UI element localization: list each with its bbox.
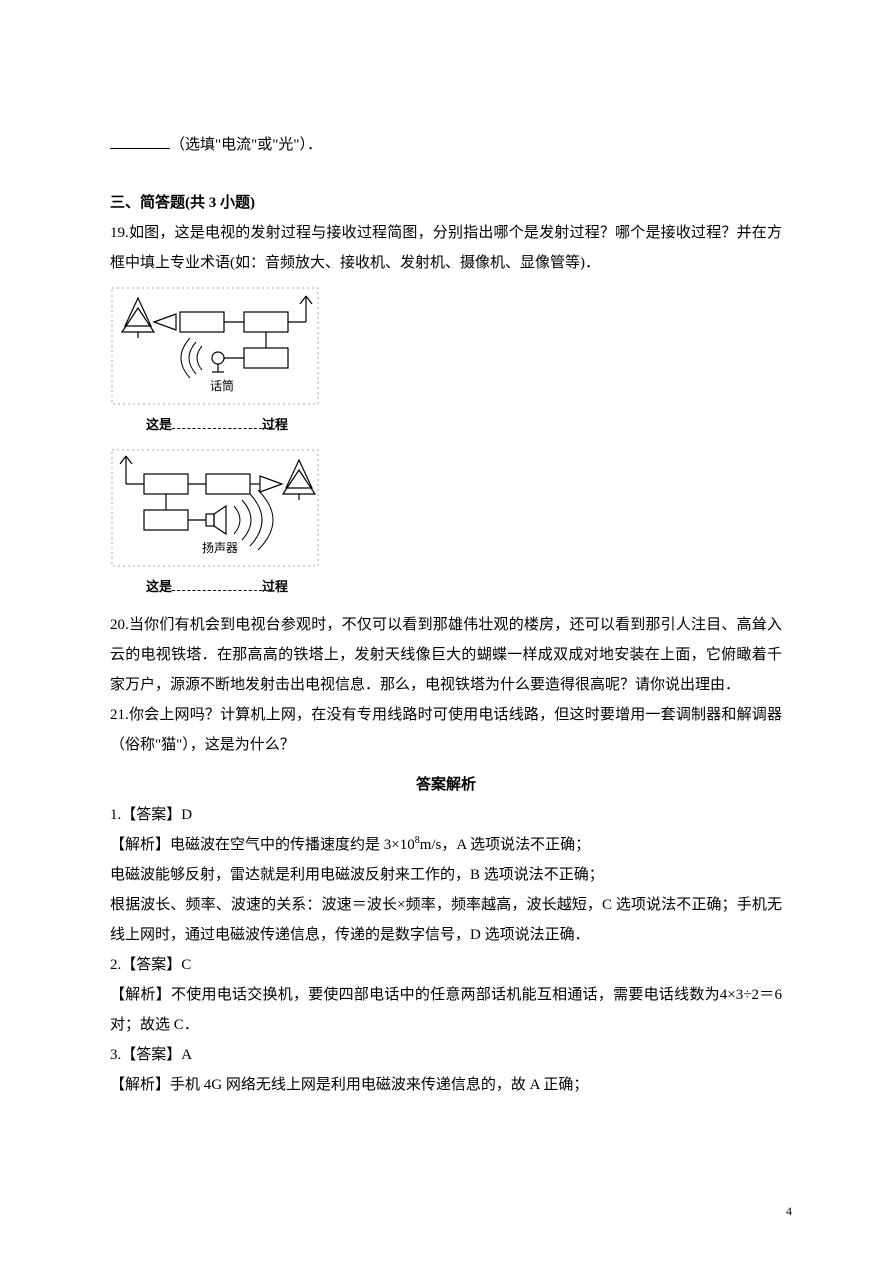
- answer-3-head: 3.【答案】A: [110, 1040, 782, 1070]
- cap2-blank[interactable]: [172, 578, 262, 591]
- transmit-svg: 话筒: [110, 286, 320, 406]
- answer-1-head: 1.【答案】D: [110, 800, 782, 830]
- answer-1-line3: 根据波长、频率、波速的关系：波速＝波长×频率，频率越高，波长越短，C 选项说法不…: [110, 890, 782, 950]
- cap2-pre: 这是: [146, 579, 172, 594]
- mic-label: 话筒: [210, 378, 234, 393]
- diagram1-caption: 这是 过程: [110, 412, 782, 438]
- continuation-line: （选填"电流"或"光"）．: [110, 130, 782, 160]
- cap1-blank[interactable]: [172, 416, 262, 429]
- document-page: （选填"电流"或"光"）． 三、简答题(共 3 小题) 19.如图，这是电视的发…: [0, 0, 892, 1263]
- question-21: 21.你会上网吗？计算机上网，在没有专用线路时可使用电话线路，但这时要增用一套调…: [110, 700, 782, 760]
- diagram2-caption: 这是 过程: [110, 574, 782, 600]
- cap1-pre: 这是: [146, 417, 172, 432]
- answers-title: 答案解析: [110, 770, 782, 800]
- question-20: 20.当你们有机会到电视台参观时，不仅可以看到那雄伟壮观的楼房，还可以看到那引人…: [110, 610, 782, 700]
- fill-blank[interactable]: [110, 133, 170, 149]
- diagram-transmit: 话筒: [110, 286, 320, 406]
- answer-3-line1: 【解析】手机 4G 网络无线上网是利用电磁波来传递信息的，故 A 正确；: [110, 1070, 782, 1100]
- answer-1-line2: 电磁波能够反射，雷达就是利用电磁波反射来工作的，B 选项说法不正确；: [110, 860, 782, 890]
- speaker-label: 扬声器: [202, 540, 238, 555]
- page-number: 4: [786, 1199, 792, 1223]
- answer-2-line1: 【解析】不使用电话交换机，要使四部电话中的任意两部话机能互相通话，需要电话线数为…: [110, 980, 782, 1040]
- cap1-post: 过程: [262, 417, 288, 432]
- answer-2-head: 2.【答案】C: [110, 950, 782, 980]
- diagram-receive: 扬声器: [110, 448, 320, 568]
- line1-text: （选填"电流"或"光"）．: [170, 137, 322, 153]
- answer-1-line1: 【解析】电磁波在空气中的传播速度约是 3×108m/s，A 选项说法不正确；: [110, 830, 782, 860]
- receive-svg: 扬声器: [110, 448, 320, 568]
- section-3-title: 三、简答题(共 3 小题): [110, 188, 782, 218]
- cap2-post: 过程: [262, 579, 288, 594]
- question-19: 19.如图，这是电视的发射过程与接收过程简图，分别指出哪个是发射过程？哪个是接收…: [110, 218, 782, 278]
